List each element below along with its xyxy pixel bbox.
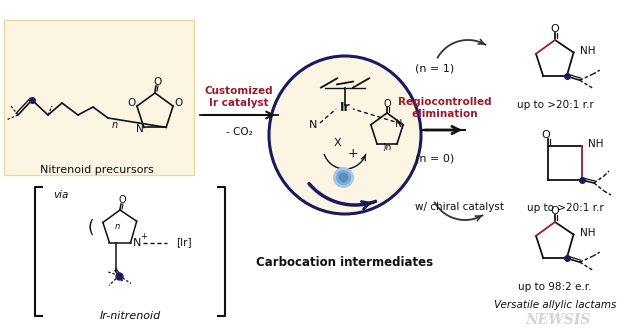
Text: Customized
Ir catalyst: Customized Ir catalyst — [205, 86, 273, 108]
Text: )n: )n — [382, 143, 391, 152]
Text: NH: NH — [580, 45, 595, 56]
Text: up to >20:1 r.r: up to >20:1 r.r — [516, 100, 593, 110]
Text: - CO₂: - CO₂ — [226, 127, 252, 137]
Text: O: O — [118, 195, 126, 205]
Text: N: N — [136, 124, 144, 134]
Text: up to >20:1 r.r: up to >20:1 r.r — [527, 203, 604, 213]
Text: (n = 0): (n = 0) — [415, 153, 454, 163]
Text: O: O — [541, 130, 550, 140]
Text: O: O — [550, 24, 559, 34]
Text: X: X — [333, 138, 341, 148]
Text: +: + — [348, 147, 358, 160]
Text: O: O — [383, 99, 391, 109]
Text: N: N — [309, 120, 317, 130]
Text: O: O — [128, 98, 136, 108]
Text: (: ( — [88, 219, 94, 237]
Text: NH: NH — [580, 227, 595, 238]
Text: NH: NH — [588, 139, 604, 149]
Text: via: via — [53, 190, 68, 200]
Text: (n = 1): (n = 1) — [415, 63, 454, 73]
Text: O: O — [174, 98, 182, 108]
Text: up to 98:2 e.r.: up to 98:2 e.r. — [518, 282, 592, 292]
Text: Regiocontrolled
elimination: Regiocontrolled elimination — [398, 97, 492, 119]
Text: w/ chiral catalyst: w/ chiral catalyst — [415, 202, 504, 212]
Text: Ir: Ir — [340, 101, 350, 114]
Text: Carbocation intermediates: Carbocation intermediates — [257, 257, 433, 269]
Ellipse shape — [269, 56, 421, 214]
Text: Versatile allylic lactams: Versatile allylic lactams — [494, 300, 616, 310]
Text: n: n — [115, 221, 120, 230]
Text: O: O — [153, 77, 161, 87]
Text: NEWSIS: NEWSIS — [525, 313, 591, 327]
Text: N: N — [132, 238, 141, 248]
Text: [Ir]: [Ir] — [177, 238, 192, 248]
FancyBboxPatch shape — [4, 20, 194, 175]
Text: +: + — [140, 232, 147, 241]
Text: N: N — [396, 119, 403, 129]
Text: O: O — [550, 206, 559, 216]
Text: Ir-nitrenoid: Ir-nitrenoid — [99, 311, 161, 321]
Text: Nitrenoid precursors: Nitrenoid precursors — [40, 165, 154, 175]
Text: n: n — [112, 120, 118, 130]
